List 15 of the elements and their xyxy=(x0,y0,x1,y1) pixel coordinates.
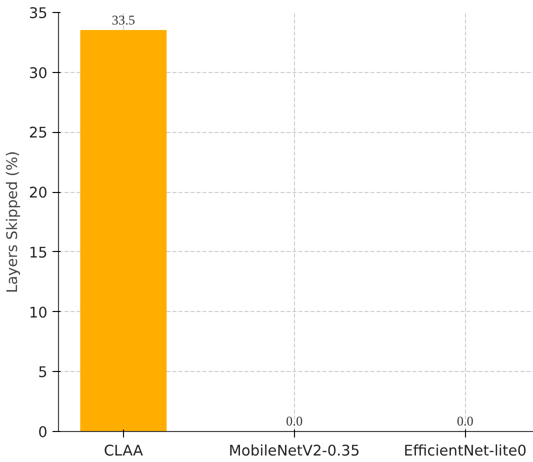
data-label: 0.0 xyxy=(456,414,474,428)
y-tick-label: 15 xyxy=(28,244,48,262)
y-tick-label: 10 xyxy=(28,304,48,322)
y-tick-label: 5 xyxy=(38,364,48,382)
y-tick-label: 0 xyxy=(38,424,48,441)
y-tick-label: 25 xyxy=(28,124,48,142)
data-label: 33.5 xyxy=(112,12,136,28)
y-tick-label: 30 xyxy=(28,64,48,82)
x-tick-label: EfficientNet-lite0 xyxy=(404,442,527,460)
x-tick-label: CLAA xyxy=(104,442,144,460)
y-tick-label: 20 xyxy=(28,184,48,202)
y-tick-label: 35 xyxy=(28,5,48,22)
y-axis-title: Layers Skipped (%) xyxy=(4,151,21,293)
x-tick-label: MobileNetV2-0.35 xyxy=(228,442,360,460)
data-label: 0.0 xyxy=(286,414,303,428)
